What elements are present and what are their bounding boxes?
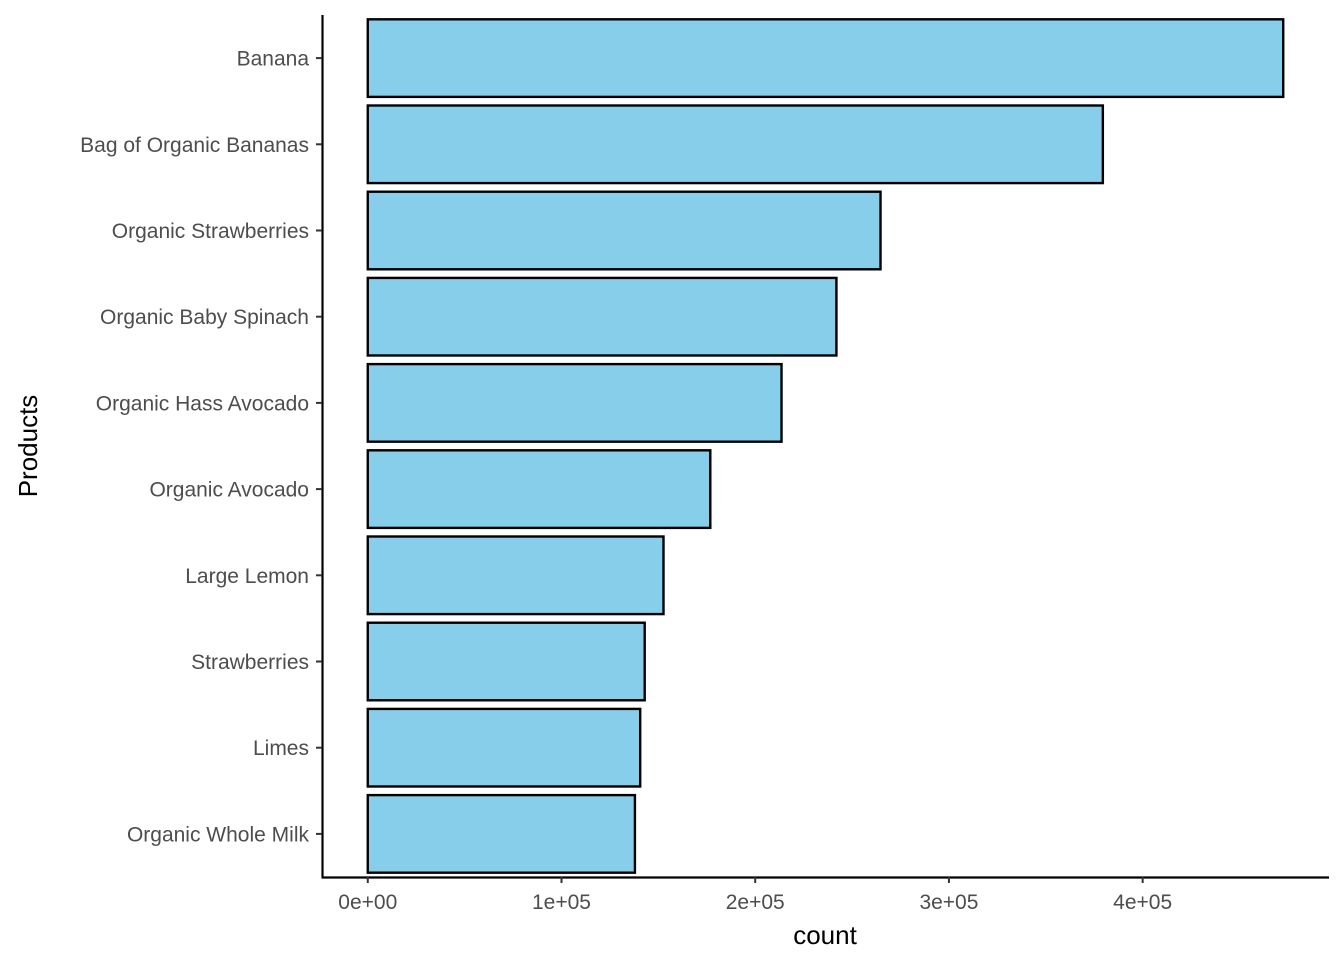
x-tick-label: 1e+05	[532, 891, 591, 914]
x-tick-label: 2e+05	[726, 891, 785, 914]
x-axis-title: count	[793, 920, 857, 950]
y-tick-label-limes: Limes	[253, 737, 309, 760]
y-tick-label-banana: Banana	[237, 48, 310, 71]
x-tick-label: 3e+05	[919, 891, 978, 914]
bar-organic-whole-milk	[366, 793, 637, 874]
bar-bag-of-organic-bananas	[366, 104, 1105, 185]
y-tick-label-organic-whole-milk: Organic Whole Milk	[127, 823, 310, 846]
y-tick-label-organic-hass-avocado: Organic Hass Avocado	[96, 392, 309, 415]
y-tick-label-bag-of-organic-bananas: Bag of Organic Bananas	[80, 134, 309, 157]
bars-layer	[366, 18, 1285, 874]
bar-organic-strawberries	[366, 190, 882, 271]
y-tick-label-organic-strawberries: Organic Strawberries	[112, 220, 309, 243]
x-tick-label: 4e+05	[1113, 891, 1172, 914]
y-tick-label-large-lemon: Large Lemon	[185, 565, 309, 588]
bar-organic-baby-spinach	[366, 276, 838, 357]
x-tick-label: 0e+00	[338, 891, 397, 914]
axes-layer	[321, 15, 1329, 879]
y-tick-label-organic-baby-spinach: Organic Baby Spinach	[100, 306, 309, 329]
x-ticks-layer: 0e+00 1e+05 2e+05 3e+05 4e+05	[338, 877, 1172, 914]
y-ticks-layer: Banana Bag of Organic Bananas Organic Stra…	[80, 48, 322, 846]
bar-organic-hass-avocado	[366, 362, 783, 443]
bar-large-lemon	[366, 535, 665, 616]
y-tick-label-organic-avocado: Organic Avocado	[149, 479, 309, 502]
bar-organic-avocado	[366, 449, 712, 530]
bar-banana	[366, 18, 1285, 99]
y-tick-label-strawberries: Strawberries	[191, 651, 309, 674]
bar-strawberries	[366, 621, 646, 702]
y-axis-title: Products	[13, 395, 43, 498]
bar-limes	[366, 707, 642, 788]
